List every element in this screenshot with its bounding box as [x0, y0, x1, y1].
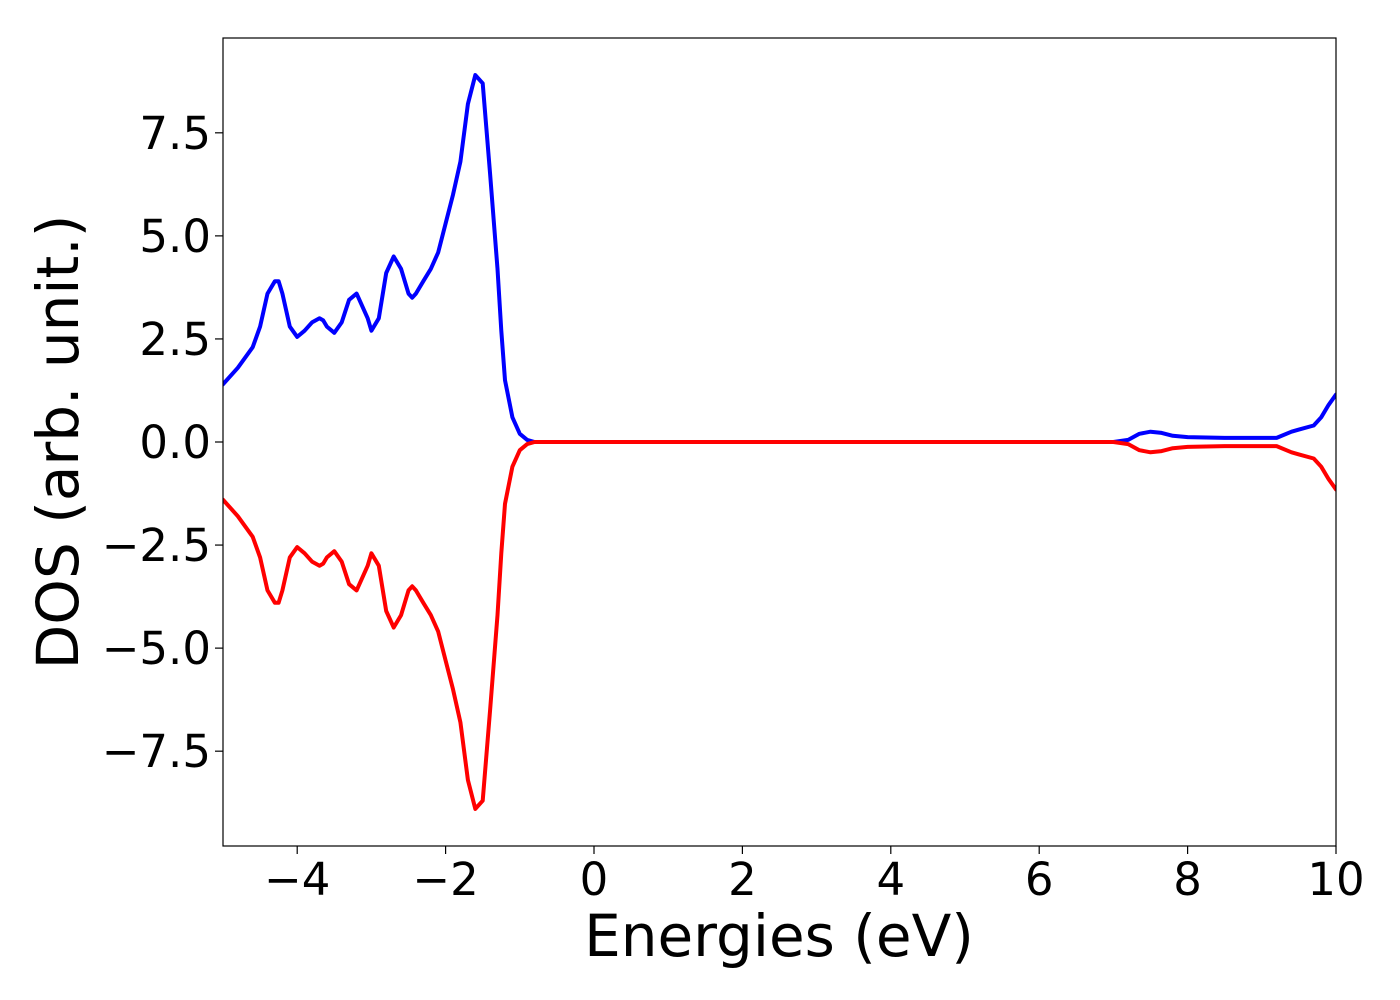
- y-tick-label: 7.5: [139, 107, 211, 160]
- x-tick-label: 4: [876, 853, 905, 906]
- y-tick-label: −2.5: [102, 519, 211, 572]
- x-axis-ticks: −4 −2 0 2 4 6 8 10: [264, 846, 1365, 906]
- y-tick-label: −7.5: [102, 725, 211, 778]
- x-tick-label: −4: [264, 853, 330, 906]
- y-tick-label: −5.0: [102, 622, 211, 675]
- y-axis-ticks: 7.5 5.0 2.5 0.0 −2.5 −5.0 −7.5: [102, 107, 223, 778]
- series-line-spin-down: [223, 440, 1336, 811]
- series-line-spin-up: [223, 73, 1336, 444]
- x-tick-label: −2: [412, 853, 478, 906]
- y-tick-label: 2.5: [139, 313, 211, 366]
- x-tick-label: 10: [1307, 853, 1364, 906]
- plot-area: [222, 37, 1337, 847]
- y-tick-label: 5.0: [139, 210, 211, 263]
- y-tick-label: 0.0: [139, 416, 211, 469]
- x-tick-label: 8: [1173, 853, 1202, 906]
- x-tick-label: 6: [1025, 853, 1054, 906]
- x-tick-label: 0: [580, 853, 609, 906]
- x-axis-label: Energies (eV): [584, 902, 974, 970]
- y-axis-label: DOS (arb. unit.): [24, 215, 92, 670]
- x-tick-label: 2: [728, 853, 757, 906]
